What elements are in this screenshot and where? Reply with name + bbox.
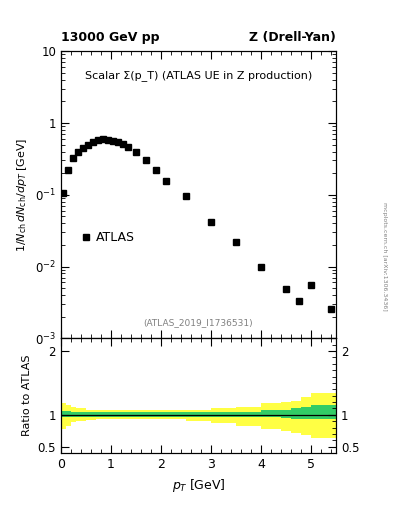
ATLAS (61, 190, 66, 196)
ATLAS (96, 137, 101, 143)
Line: ATLAS: ATLAS (61, 136, 334, 311)
Text: (ATLAS_2019_I1736531): (ATLAS_2019_I1736531) (144, 318, 253, 327)
ATLAS (76, 148, 81, 155)
Text: Z (Drell-Yan): Z (Drell-Yan) (249, 31, 336, 44)
ATLAS (126, 143, 131, 150)
ATLAS (209, 219, 213, 225)
ATLAS (116, 139, 121, 145)
ATLAS (101, 136, 106, 142)
ATLAS (71, 155, 76, 161)
ATLAS (296, 298, 301, 304)
X-axis label: $p_T\;[\rm GeV]$: $p_T\;[\rm GeV]$ (172, 477, 225, 494)
ATLAS (259, 264, 263, 270)
ATLAS (91, 139, 96, 145)
ATLAS (86, 141, 91, 147)
ATLAS (233, 239, 238, 245)
ATLAS (163, 178, 168, 184)
ATLAS (309, 282, 313, 288)
ATLAS (329, 306, 333, 312)
ATLAS (134, 148, 138, 155)
ATLAS (184, 193, 188, 199)
ATLAS (66, 167, 71, 173)
ATLAS (111, 138, 116, 144)
ATLAS (81, 145, 86, 151)
ATLAS (154, 167, 158, 173)
ATLAS (106, 137, 111, 143)
Y-axis label: Ratio to ATLAS: Ratio to ATLAS (22, 355, 32, 436)
ATLAS (284, 286, 288, 292)
Legend: ATLAS: ATLAS (78, 226, 140, 249)
ATLAS (143, 157, 148, 163)
Text: mcplots.cern.ch [arXiv:1306.3436]: mcplots.cern.ch [arXiv:1306.3436] (382, 202, 387, 310)
ATLAS (121, 141, 126, 147)
Text: Scalar Σ(p_T) (ATLAS UE in Z production): Scalar Σ(p_T) (ATLAS UE in Z production) (85, 70, 312, 81)
Y-axis label: $1/N_{\rm ch}\,dN_{\rm ch}/dp_T\;[\rm GeV]$: $1/N_{\rm ch}\,dN_{\rm ch}/dp_T\;[\rm Ge… (15, 138, 29, 252)
Text: 13000 GeV pp: 13000 GeV pp (61, 31, 160, 44)
